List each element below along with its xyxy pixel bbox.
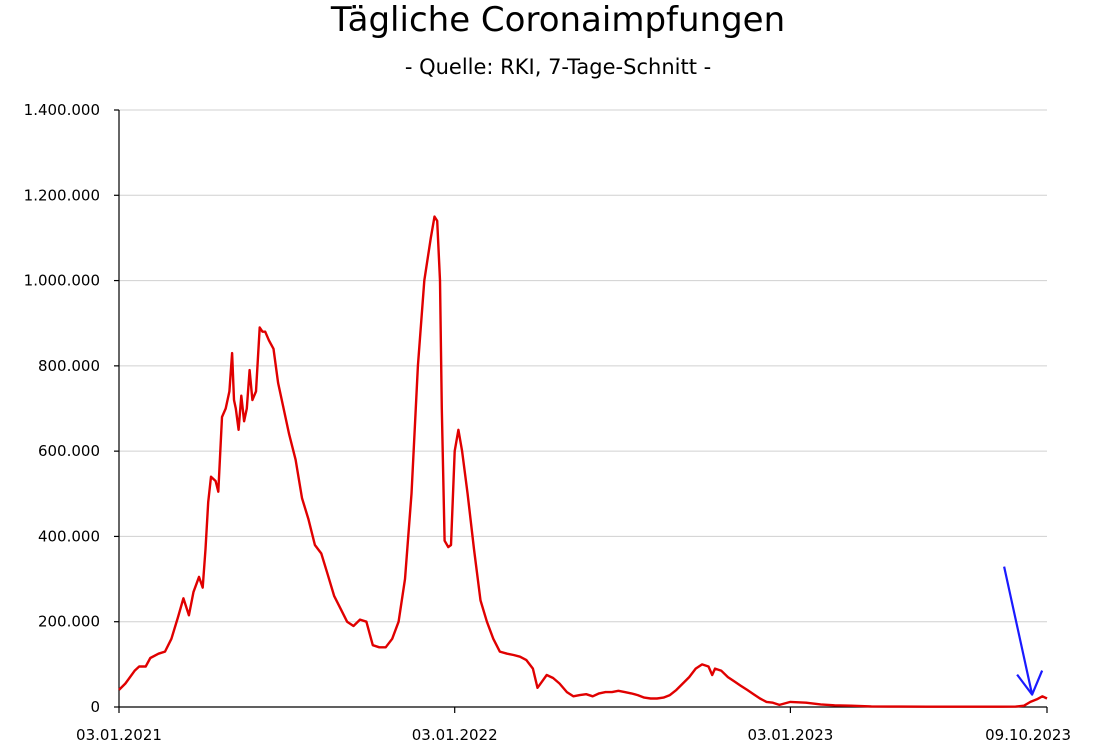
x-tick-label: 03.01.2022: [412, 726, 498, 744]
y-tick-label: 0: [90, 698, 100, 716]
series-layer: [118, 215, 1048, 708]
x-tick-label: 03.01.2023: [747, 726, 833, 744]
annotations: [1003, 566, 1044, 696]
y-tick-labels: 0 200.000 400.000 600.000 800.000 1.000.000 1.…: [24, 101, 100, 716]
series-line: [118, 215, 1048, 708]
y-tick-label: 800.000: [38, 357, 100, 375]
y-tick-label: 1.200.000: [24, 186, 100, 204]
x-tick-label: 09.10.2023: [985, 726, 1071, 744]
y-tick-label: 1.400.000: [24, 101, 100, 119]
arrow-head: [1016, 670, 1044, 696]
x-tick-labels: 03.01.2021 03.01.2022 03.01.2023 09.10.2023: [76, 726, 1071, 744]
y-tick-label: 1.000.000: [24, 272, 100, 290]
x-tick-label: 03.01.2021: [76, 726, 162, 744]
y-tick-label: 600.000: [38, 442, 100, 460]
gridlines: [119, 109, 1047, 623]
y-tick-label: 200.000: [38, 613, 100, 631]
arrow-shaft: [1003, 566, 1034, 695]
y-tick-label: 400.000: [38, 527, 100, 545]
chart-title: Tägliche Coronaimpfungen: [330, 0, 785, 40]
axes: [114, 109, 1048, 713]
chart-subtitle: - Quelle: RKI, 7-Tage-Schnitt -: [405, 55, 711, 79]
